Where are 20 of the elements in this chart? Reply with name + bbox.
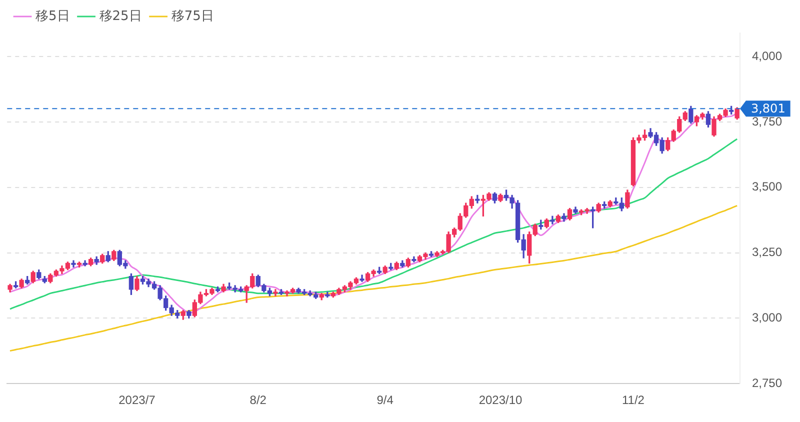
legend-label: 移25日 xyxy=(99,8,142,24)
y-tick-label: 4,000 xyxy=(752,48,782,63)
line-series xyxy=(9,204,738,352)
y-tick-label: 3,500 xyxy=(752,180,782,194)
ref-line-label: 3,801 xyxy=(750,102,786,116)
y-tick-label: 3,250 xyxy=(752,245,782,260)
x-tick-label: 2023/10 xyxy=(478,393,523,408)
legend-label: 移75日 xyxy=(171,8,214,24)
legend-label: 移5日 xyxy=(36,8,70,24)
x-tick-label: 9/4 xyxy=(376,393,394,408)
candlestick xyxy=(475,194,480,204)
x-tick-label: 11/2 xyxy=(622,393,645,408)
x-tick-label: 2023/7 xyxy=(118,393,156,408)
candlestick xyxy=(550,216,555,224)
x-tick-label: 8/2 xyxy=(250,393,267,408)
candlestick xyxy=(360,274,364,282)
y-tick-label: 2,750 xyxy=(752,376,782,390)
candlestick xyxy=(273,289,278,296)
y-tick-label: 3,750 xyxy=(752,114,782,128)
y-tick-label: 3,000 xyxy=(752,310,782,324)
